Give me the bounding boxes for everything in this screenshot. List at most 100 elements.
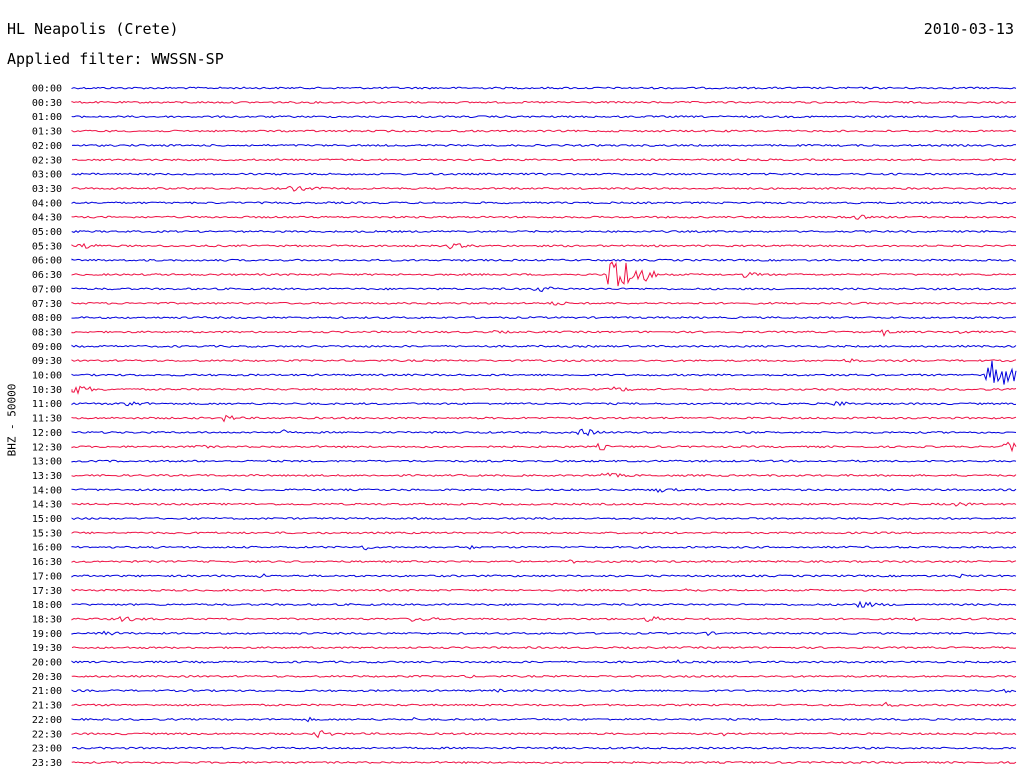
row-time-label: 22:30 bbox=[32, 729, 62, 740]
trace-line bbox=[71, 316, 1017, 320]
trace-line bbox=[71, 100, 1017, 104]
row-time-label: 12:00 bbox=[32, 428, 62, 439]
trace-line bbox=[71, 472, 1017, 478]
row-time-label: 00:30 bbox=[32, 98, 62, 109]
row-time-label: 02:30 bbox=[32, 155, 62, 166]
trace-line bbox=[71, 600, 1017, 609]
row-time-label: 05:00 bbox=[32, 227, 62, 238]
trace-line bbox=[71, 358, 1017, 363]
trace-line bbox=[71, 301, 1017, 306]
row-time-label: 16:00 bbox=[32, 543, 62, 554]
row-time-label: 20:30 bbox=[32, 672, 62, 683]
trace-line bbox=[71, 646, 1017, 650]
trace-line bbox=[71, 441, 1017, 453]
trace-line bbox=[71, 115, 1017, 119]
row-time-label: 12:30 bbox=[32, 442, 62, 453]
row-time-label: 19:30 bbox=[32, 643, 62, 654]
trace-line bbox=[71, 86, 1017, 90]
row-time-label: 22:00 bbox=[32, 715, 62, 726]
trace-line bbox=[71, 385, 1017, 395]
trace-line bbox=[71, 760, 1017, 764]
row-time-label: 18:00 bbox=[32, 600, 62, 611]
row-time-label: 02:00 bbox=[32, 141, 62, 152]
filter-label: Applied filter: WWSSN-SP bbox=[7, 50, 224, 68]
trace-line bbox=[71, 573, 1017, 579]
row-time-label: 00:00 bbox=[32, 84, 62, 95]
row-time-label: 13:00 bbox=[32, 457, 62, 468]
row-time-label: 11:30 bbox=[32, 414, 62, 425]
row-time-label: 11:00 bbox=[32, 399, 62, 410]
trace-line bbox=[71, 559, 1017, 564]
row-time-label: 08:00 bbox=[32, 313, 62, 324]
row-time-label: 13:30 bbox=[32, 471, 62, 482]
row-time-label: 06:00 bbox=[32, 256, 62, 267]
row-time-label: 03:00 bbox=[32, 170, 62, 181]
row-time-label: 06:30 bbox=[32, 270, 62, 281]
trace-line bbox=[71, 516, 1017, 520]
row-time-label: 15:30 bbox=[32, 528, 62, 539]
trace-line bbox=[71, 487, 1017, 493]
trace-line bbox=[71, 501, 1017, 507]
row-time-label: 14:30 bbox=[32, 500, 62, 511]
trace-line bbox=[71, 701, 1017, 707]
trace-line bbox=[71, 716, 1017, 723]
trace-line bbox=[71, 360, 1017, 385]
trace-line bbox=[71, 401, 1017, 407]
row-time-label: 23:30 bbox=[32, 758, 62, 769]
row-time-label: 19:00 bbox=[32, 629, 62, 640]
trace-line bbox=[71, 258, 1016, 262]
trace-line bbox=[71, 588, 1017, 592]
trace-line bbox=[71, 158, 1017, 162]
trace-line bbox=[71, 674, 1017, 679]
row-time-label: 16:30 bbox=[32, 557, 62, 568]
trace-group bbox=[71, 86, 1017, 764]
trace-line bbox=[71, 242, 1017, 250]
trace-line bbox=[71, 688, 1017, 694]
trace-line bbox=[71, 344, 1017, 348]
record-date: 2010-03-13 bbox=[923, 20, 1014, 38]
trace-line bbox=[71, 143, 1017, 147]
row-time-label: 04:00 bbox=[32, 198, 62, 209]
row-time-label: 04:30 bbox=[32, 213, 62, 224]
trace-line bbox=[71, 229, 1017, 234]
row-time-label: 07:30 bbox=[32, 299, 62, 310]
station-title: HL Neapolis (Crete) bbox=[7, 20, 179, 38]
row-time-label: 09:30 bbox=[32, 356, 62, 367]
trace-line bbox=[71, 659, 1017, 664]
trace-line bbox=[71, 544, 1017, 551]
trace-line bbox=[71, 729, 1017, 739]
trace-line bbox=[71, 185, 1017, 192]
row-time-label: 17:00 bbox=[32, 571, 62, 582]
row-time-label: 05:30 bbox=[32, 241, 62, 252]
trace-line bbox=[71, 329, 1017, 338]
row-time-label: 18:30 bbox=[32, 614, 62, 625]
row-time-label: 14:00 bbox=[32, 485, 62, 496]
row-time-label: 15:00 bbox=[32, 514, 62, 525]
row-time-label: 23:00 bbox=[32, 744, 62, 755]
trace-line bbox=[71, 129, 1017, 133]
row-time-label: 10:30 bbox=[32, 385, 62, 396]
trace-line bbox=[71, 214, 1017, 220]
trace-line bbox=[71, 615, 1017, 623]
row-time-label: 20:00 bbox=[32, 658, 62, 669]
trace-line bbox=[71, 459, 1017, 463]
trace-line bbox=[71, 261, 1017, 287]
row-time-label: 03:30 bbox=[32, 184, 62, 195]
trace-line bbox=[71, 201, 1017, 205]
trace-line bbox=[71, 172, 1017, 176]
row-time-label: 01:00 bbox=[32, 112, 62, 123]
trace-line bbox=[71, 531, 1017, 535]
trace-line bbox=[71, 428, 1017, 437]
row-time-label: 01:30 bbox=[32, 127, 62, 138]
trace-line bbox=[71, 286, 1017, 293]
row-time-label: 09:00 bbox=[32, 342, 62, 353]
row-time-label: 17:30 bbox=[32, 586, 62, 597]
tick-labels: 00:00 00:30 01:00 01:30 02:00 02:30 03:00 03:30… bbox=[32, 84, 62, 769]
row-time-label: 08:30 bbox=[32, 327, 62, 338]
row-time-label: 21:30 bbox=[32, 701, 62, 712]
trace-line bbox=[71, 746, 1016, 750]
trace-line bbox=[71, 414, 1017, 423]
row-time-label: 10:00 bbox=[32, 371, 62, 382]
trace-line bbox=[71, 630, 1017, 637]
